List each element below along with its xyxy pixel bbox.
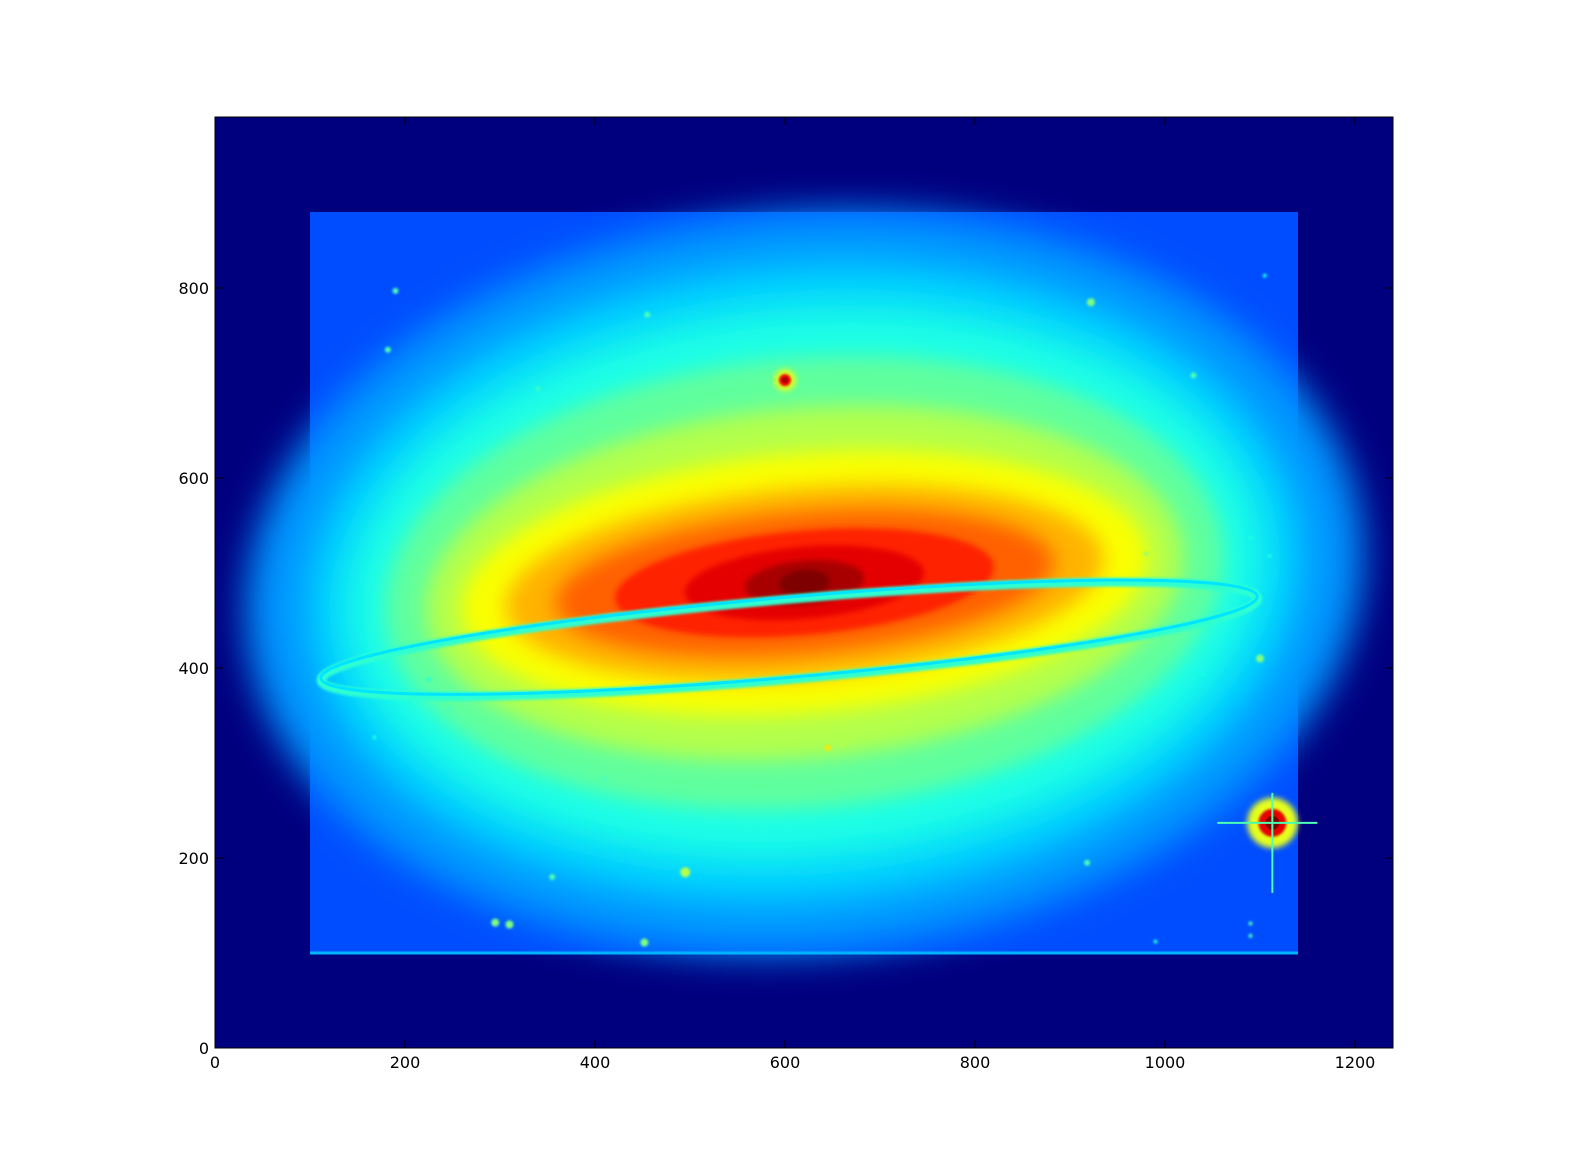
- star: [505, 920, 514, 929]
- star: [491, 918, 500, 927]
- plot-area: [215, 117, 1393, 1048]
- star: [1248, 535, 1253, 540]
- x-axis: 0 200 400 600 800 1000 1200: [210, 117, 1375, 1072]
- x-tick-label: 1200: [1335, 1053, 1376, 1072]
- star: [549, 874, 556, 880]
- x-tick-label: 400: [580, 1053, 611, 1072]
- x-tick-label: 200: [390, 1053, 421, 1072]
- star: [1153, 939, 1158, 944]
- star: [426, 677, 431, 682]
- star: [1084, 859, 1091, 866]
- x-tick-label: 800: [960, 1053, 991, 1072]
- star: [824, 744, 831, 751]
- star: [601, 776, 608, 783]
- x-tick-label: 1000: [1145, 1053, 1186, 1072]
- y-tick-label: 0: [199, 1039, 209, 1058]
- star: [1086, 298, 1095, 307]
- star: [1248, 933, 1253, 938]
- y-tick-label: 200: [178, 849, 209, 868]
- star: [839, 741, 845, 747]
- plot-frame: [214, 116, 1394, 1049]
- y-tick-label: 400: [178, 659, 209, 678]
- galaxy-core: [782, 571, 827, 594]
- galaxy-intensity: [245, 210, 1364, 955]
- star: [1248, 921, 1253, 926]
- dust-lane-inner: [319, 578, 1259, 696]
- star: [1086, 401, 1092, 408]
- x-tick-label: 600: [770, 1053, 801, 1072]
- star: [372, 735, 377, 740]
- x-tick-label: 0: [210, 1053, 220, 1072]
- star: [446, 705, 453, 712]
- star: [1201, 672, 1205, 677]
- y-axis: 0 200 400 600 800: [178, 279, 1393, 1058]
- star: [384, 346, 391, 353]
- star-markers: [372, 273, 1318, 947]
- star: [536, 386, 540, 391]
- star: [392, 287, 399, 294]
- star: [640, 938, 649, 947]
- y-tick-label: 600: [178, 469, 209, 488]
- star-core: [782, 377, 788, 384]
- star: [1267, 553, 1272, 558]
- star: [1138, 434, 1145, 441]
- y-tick-label: 800: [178, 279, 209, 298]
- star: [644, 311, 651, 318]
- star: [1190, 372, 1197, 379]
- star: [1262, 273, 1267, 278]
- star: [680, 867, 691, 878]
- star: [1256, 654, 1264, 663]
- star: [1144, 552, 1148, 556]
